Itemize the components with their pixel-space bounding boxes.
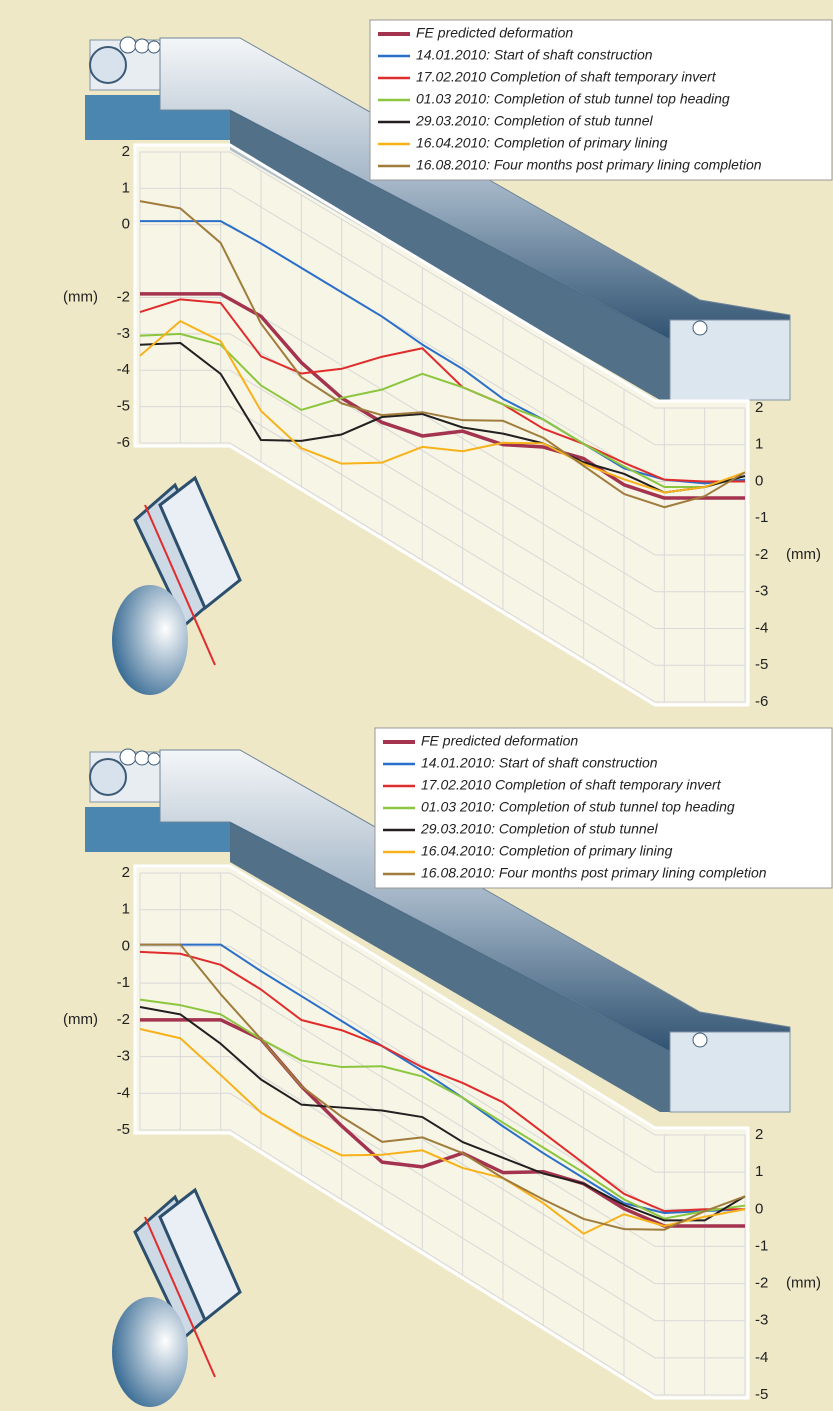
legend: FE predicted deformation 14.01.2010: Star… <box>369 19 833 181</box>
legend-label: 16.04.2010: Completion of primary lining <box>421 843 673 859</box>
data-line <box>139 998 746 1220</box>
data-line <box>140 943 746 1231</box>
grid-line <box>140 406 745 666</box>
grid-line <box>140 1129 745 1396</box>
legend-label: FE predicted deformation <box>421 733 578 749</box>
y-axis-label: (mm) <box>63 288 98 305</box>
grid-line <box>140 151 745 409</box>
y-tick-label: 1 <box>122 901 130 918</box>
legend-label: 01.03 2010: Completion of stub tunnel to… <box>421 799 735 815</box>
y-tick-label: -5 <box>117 1121 130 1138</box>
y2-tick-label: 1 <box>755 1163 763 1180</box>
y-tick-label: -4 <box>117 1084 130 1101</box>
legend-label: 29.03.2010: Completion of stub tunnel <box>415 113 654 129</box>
y2-tick-label: -6 <box>755 693 768 710</box>
y2-tick-label: -3 <box>755 1312 768 1329</box>
legend-label: 17.02.2010 Completion of shaft temporary… <box>416 69 717 85</box>
y2-tick-label: -4 <box>755 619 768 636</box>
data-line <box>139 1006 746 1222</box>
data-line <box>139 332 746 489</box>
legend-label: 01.03 2010: Completion of stub tunnel to… <box>416 91 730 107</box>
plot-panel <box>133 864 750 1400</box>
y2-tick-label: 2 <box>755 399 763 416</box>
data-line <box>140 292 745 500</box>
y2-tick-label: -1 <box>755 509 768 526</box>
y-tick-label: -4 <box>117 361 130 378</box>
legend-box <box>369 19 833 181</box>
y2-tick-label: -5 <box>755 656 768 673</box>
data-line <box>139 950 745 1213</box>
y2-tick-label: 0 <box>755 1200 763 1217</box>
data-line <box>139 320 746 494</box>
y2-tick-label: 0 <box>755 472 763 489</box>
grid-line <box>140 333 745 593</box>
legend-label: 17.02.2010 Completion of shaft temporary… <box>421 777 722 793</box>
y2-tick-label: -2 <box>755 1275 768 1292</box>
y2-axis-label: (mm) <box>786 546 821 563</box>
y2-axis-label: (mm) <box>786 1275 821 1292</box>
grid-line <box>140 442 745 703</box>
y-tick-label: 2 <box>122 143 130 160</box>
y-tick-label: -5 <box>117 398 130 415</box>
y2-tick-label: 2 <box>755 1126 763 1143</box>
data-line <box>140 220 746 485</box>
y-tick-label: -2 <box>117 288 130 305</box>
grid-line <box>140 1092 745 1359</box>
grid-line <box>140 982 745 1247</box>
legend-label: FE predicted deformation <box>416 25 573 41</box>
y-tick-label: 1 <box>122 179 130 196</box>
y2-tick-label: -1 <box>755 1237 768 1254</box>
y-tick-label: -2 <box>117 1011 130 1028</box>
y2-tick-label: -5 <box>755 1386 768 1403</box>
grid-line <box>140 909 745 1173</box>
legend-box <box>374 727 833 889</box>
y-axis-label: (mm) <box>63 1011 98 1028</box>
y2-tick-label: 1 <box>755 436 763 453</box>
legend-label: 16.04.2010: Completion of primary lining <box>416 135 668 151</box>
y-tick-label: 0 <box>122 216 130 233</box>
chart: 2 1 0 -1 -2 -3 -4 -5 2 1 0 -1 -2 -3 -4 -5 (mm) (mm) FE pre… <box>63 727 833 1403</box>
chart: 2 1 0 -2 -3 -4 -5 -6 2 1 0 -1 -2 -3 -4 -5 -6 (mm) (mm) FE p… <box>63 19 833 710</box>
grid-line <box>140 297 745 556</box>
y2-tick-label: -2 <box>755 546 768 563</box>
legend-label: 29.03.2010: Completion of stub tunnel <box>420 821 659 837</box>
data-line <box>139 200 746 509</box>
legend-label: 16.08.2010: Four months post primary lin… <box>421 865 767 881</box>
y-tick-label: 2 <box>122 864 130 881</box>
data-line <box>139 1028 746 1235</box>
legend-label: 14.01.2010: Start of shaft construction <box>416 47 653 63</box>
plot-panel <box>133 143 750 707</box>
y2-tick-label: -3 <box>755 583 768 600</box>
data-line <box>139 341 746 494</box>
grid-line <box>140 872 745 1136</box>
y-tick-label: -6 <box>117 434 130 451</box>
y-tick-label: -1 <box>117 974 130 991</box>
data-line <box>139 298 745 483</box>
y-tick-label: -3 <box>117 325 130 342</box>
legend-label: 16.08.2010: Four months post primary lin… <box>416 157 762 173</box>
y2-tick-label: -4 <box>755 1349 768 1366</box>
grid-line <box>140 187 745 446</box>
grid-line <box>140 1056 745 1322</box>
legend: FE predicted deformation 14.01.2010: Star… <box>374 727 833 889</box>
legend-label: 14.01.2010: Start of shaft construction <box>421 755 658 771</box>
grid-line <box>140 369 745 629</box>
y-tick-label: -3 <box>117 1048 130 1065</box>
y-tick-label: 0 <box>122 937 130 954</box>
